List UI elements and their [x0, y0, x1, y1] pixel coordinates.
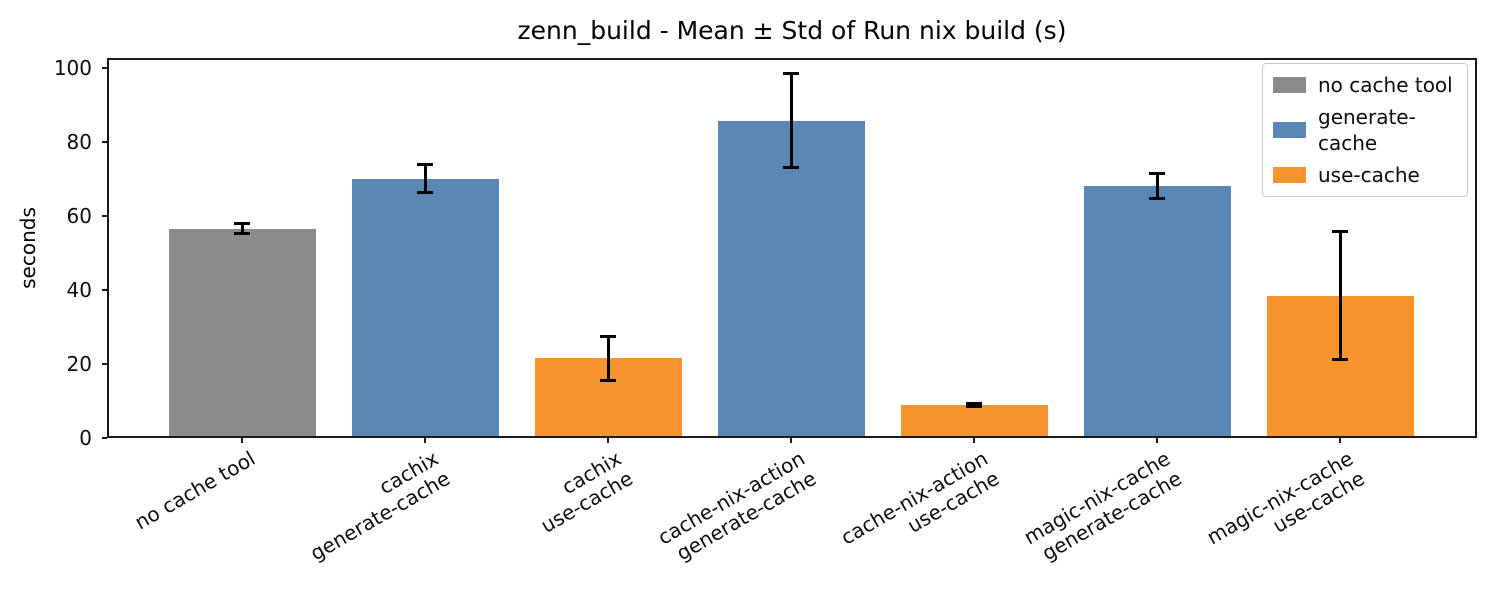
- y-tick-label: 60: [66, 203, 92, 228]
- y-tick-label: 40: [66, 277, 92, 302]
- error-bar-cap-top: [600, 334, 616, 338]
- bar: [168, 228, 316, 438]
- error-bar-cap-bottom: [234, 231, 250, 235]
- error-bar-cap-top: [966, 402, 982, 406]
- plot-area: [107, 58, 1477, 438]
- x-tick-mark: [790, 438, 792, 443]
- x-tick-label: cache-nix-action generate-cache: [653, 446, 820, 566]
- x-tick-label: no cache tool: [130, 446, 260, 535]
- y-tick-mark: [102, 362, 107, 365]
- x-tick-mark: [973, 438, 975, 443]
- legend-entry: use-cache: [1273, 162, 1457, 188]
- bar: [717, 120, 865, 438]
- x-tick-mark: [607, 438, 609, 443]
- error-bar-line: [1338, 231, 1342, 360]
- legend-entry: generate-cache: [1273, 104, 1457, 156]
- error-bar-cap-top: [1149, 172, 1165, 176]
- y-tick-mark: [102, 288, 107, 291]
- legend-swatch: [1273, 77, 1306, 93]
- bar: [1083, 186, 1231, 438]
- error-bar-cap-top: [417, 163, 433, 167]
- y-tick-label: 20: [66, 351, 92, 376]
- y-tick-label: 100: [53, 55, 92, 80]
- x-tick-label: magic-nix-cache use-cache: [1202, 446, 1369, 550]
- x-tick-label: cachix generate-cache: [305, 446, 454, 566]
- legend-label: no cache tool: [1318, 73, 1453, 97]
- error-bar-cap-bottom: [966, 405, 982, 409]
- y-tick-label: 0: [79, 426, 92, 450]
- bar: [351, 178, 499, 438]
- error-bar-cap-bottom: [417, 191, 433, 195]
- y-tick-mark: [102, 66, 107, 69]
- x-tick-label: cache-nix-action use-cache: [836, 446, 1003, 550]
- x-tick-label: cachix use-cache: [536, 446, 637, 538]
- error-bar-cap-top: [783, 71, 799, 75]
- bar: [900, 405, 1048, 438]
- x-tick-mark: [1156, 438, 1158, 443]
- y-tick-mark: [102, 214, 107, 217]
- legend-entry: no cache tool: [1273, 72, 1457, 98]
- x-tick-label: magic-nix-cache generate-cache: [1019, 446, 1186, 566]
- error-bar-cap-bottom: [600, 379, 616, 383]
- error-bar-line: [606, 336, 610, 381]
- y-tick-mark: [102, 140, 107, 143]
- x-tick-mark: [424, 438, 426, 443]
- error-bar-cap-top: [1332, 230, 1348, 234]
- legend-swatch: [1273, 167, 1306, 183]
- error-bar-cap-bottom: [783, 166, 799, 170]
- error-bar-line: [240, 223, 244, 234]
- error-bar-line: [789, 73, 793, 168]
- error-bar-line: [1155, 173, 1159, 199]
- legend-swatch: [1273, 122, 1306, 138]
- legend-label: use-cache: [1318, 163, 1420, 187]
- error-bar-cap-bottom: [1149, 197, 1165, 201]
- y-tick-label: 80: [66, 129, 92, 154]
- x-tick-mark: [1339, 438, 1341, 443]
- legend-label: generate-cache: [1318, 105, 1416, 155]
- x-tick-mark: [241, 438, 243, 443]
- chart-title: zenn_build - Mean ± Std of Run nix build…: [517, 16, 1067, 45]
- error-bar-line: [423, 164, 427, 193]
- error-bar-cap-top: [234, 222, 250, 226]
- error-bar-cap-bottom: [1332, 358, 1348, 362]
- legend: no cache tool generate-cache use-cache: [1262, 63, 1468, 197]
- y-tick-mark: [102, 437, 107, 439]
